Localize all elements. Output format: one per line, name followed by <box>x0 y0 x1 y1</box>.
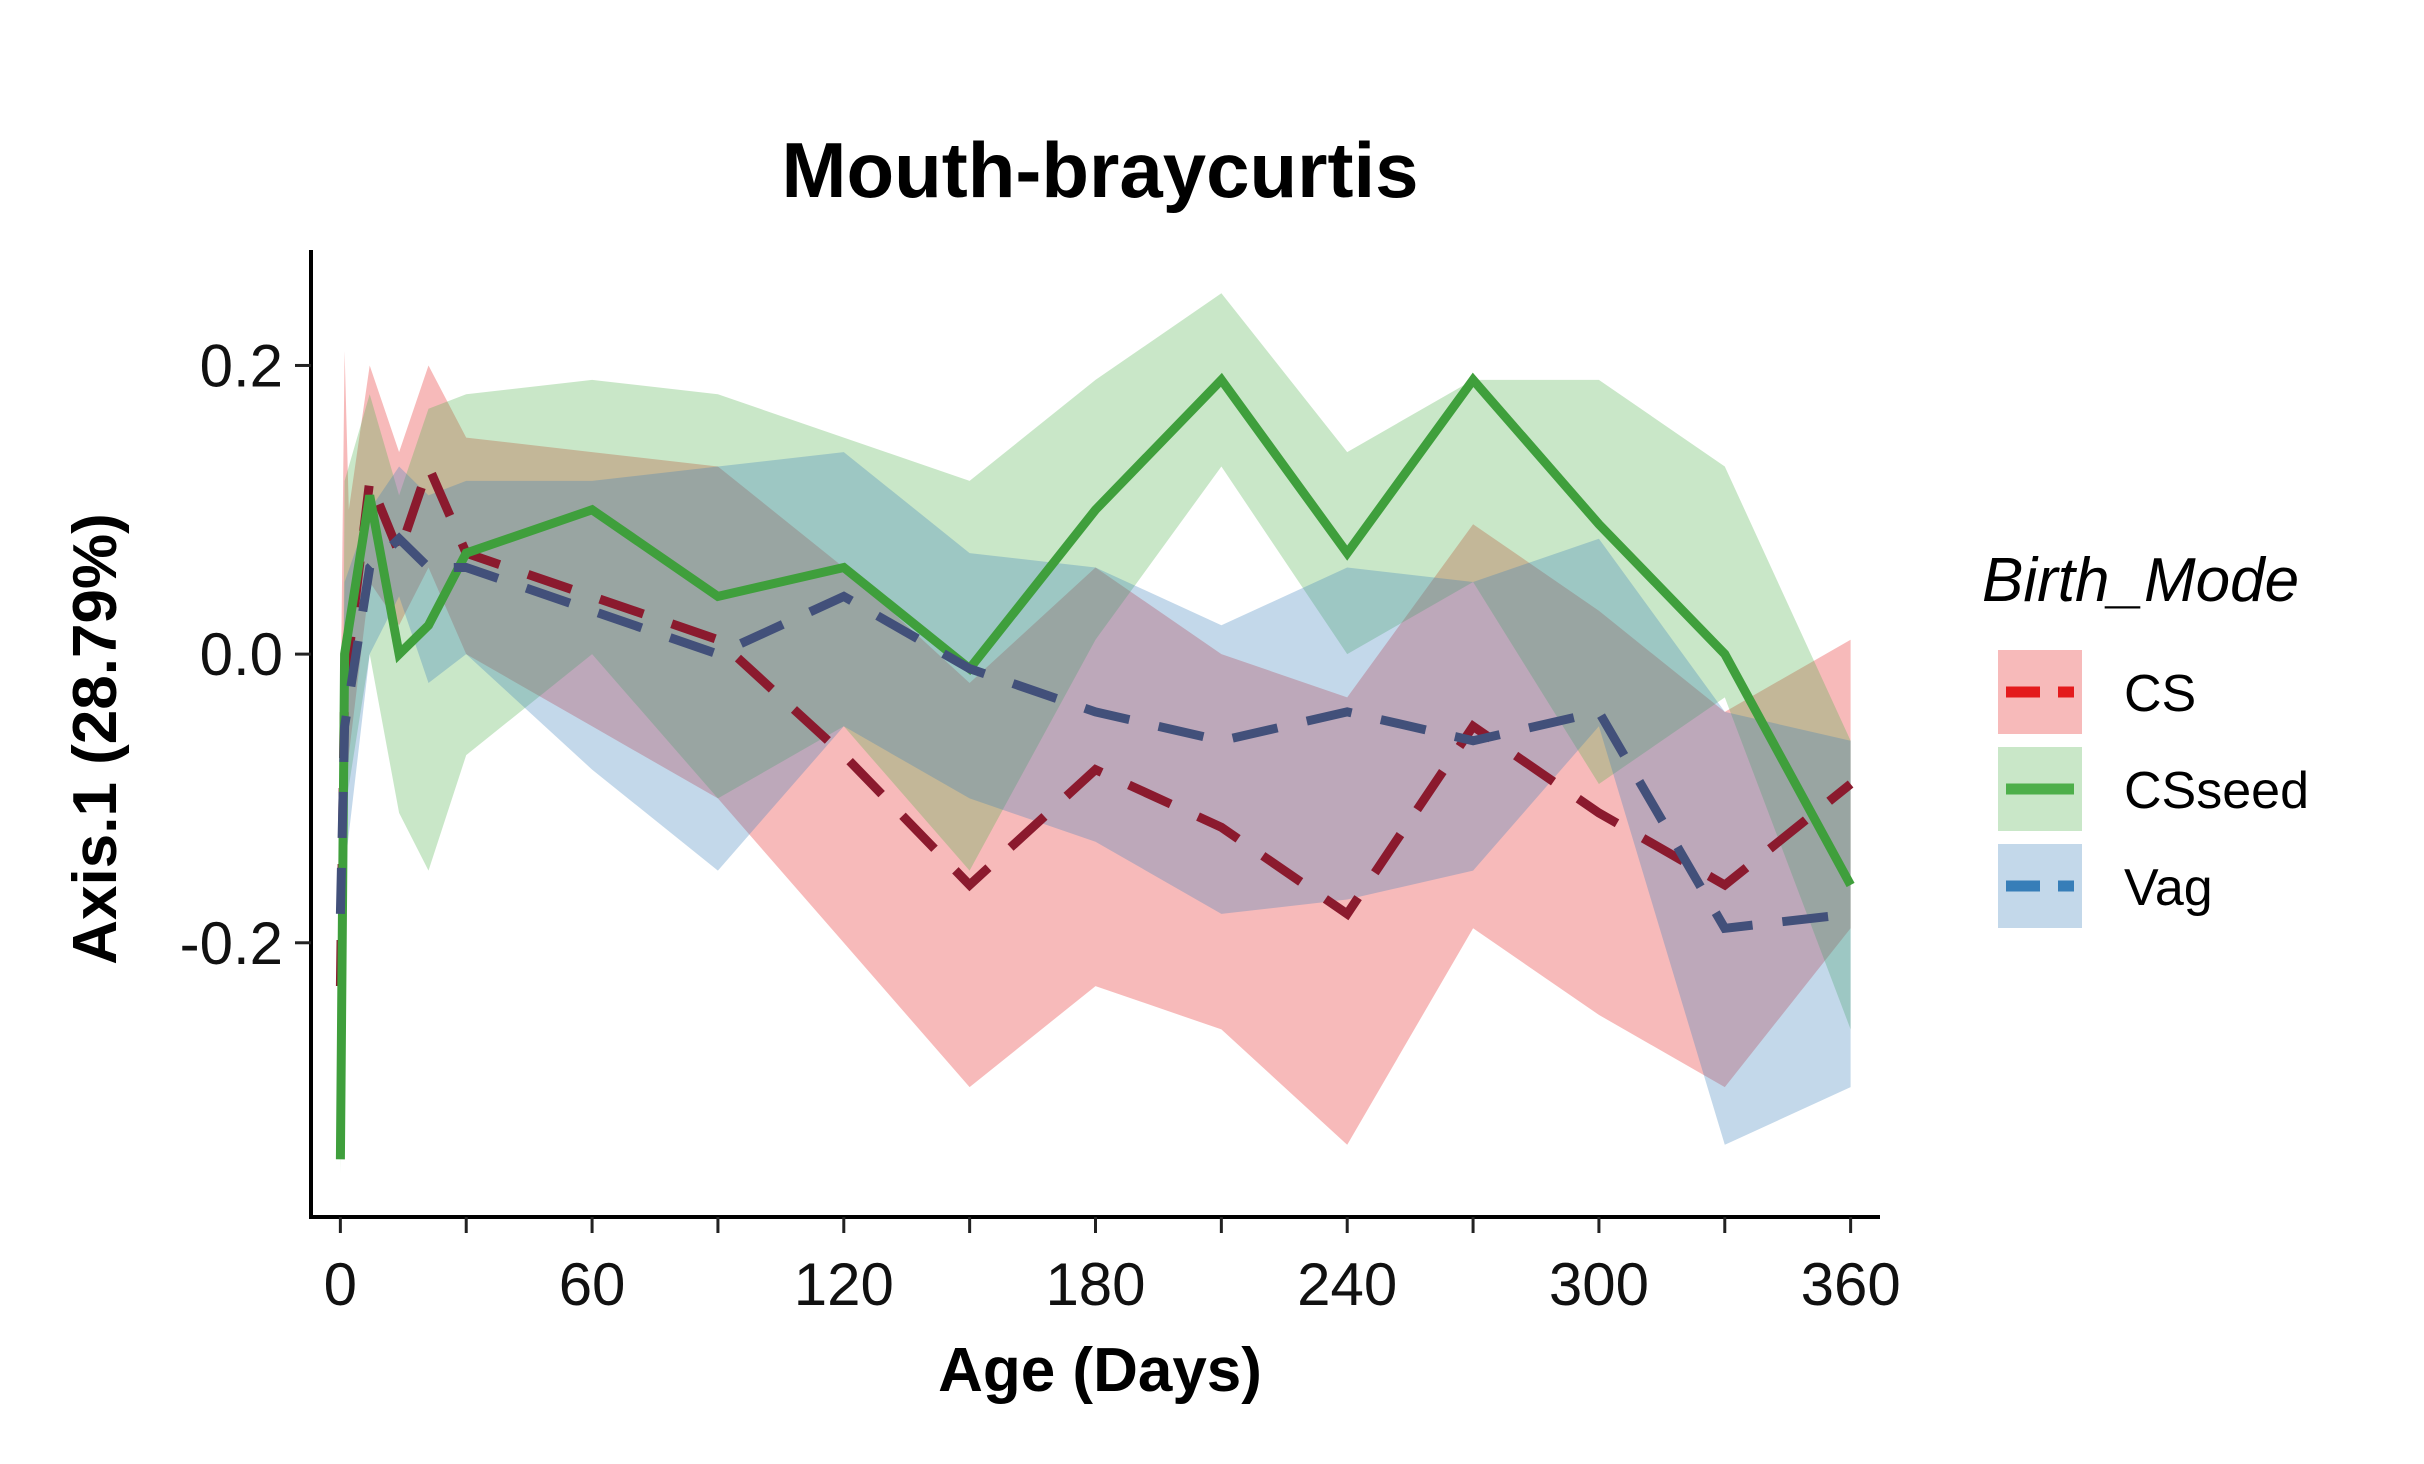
legend-item-vag: Vag <box>1998 844 2213 928</box>
legend-item-csseed: CSseed <box>1998 747 2309 831</box>
legend-label-vag: Vag <box>2124 859 2213 917</box>
x-tick-label: 120 <box>794 1251 894 1318</box>
legend-item-cs: CS <box>1998 650 2196 734</box>
line-csseed <box>335 372 1855 1160</box>
ribbon-csseed <box>340 293 1851 1174</box>
ribbon-vag <box>340 452 1851 1145</box>
legend: Birth_Mode CS CSseed Vag <box>1982 546 2309 928</box>
legend-label-csseed: CSseed <box>2124 762 2309 820</box>
confidence-bands <box>340 293 1851 1174</box>
x-tick-label: 180 <box>1045 1251 1145 1318</box>
x-tick-label: 300 <box>1549 1251 1649 1318</box>
y-axis-title: Axis.1 (28.79%) <box>61 513 130 964</box>
y-tick-label: 0.2 <box>200 332 283 399</box>
x-tick-label: 240 <box>1297 1251 1397 1318</box>
axes: 0 60 120 180 240 300 360 0.2 0.0 -0.2 <box>180 250 1901 1318</box>
x-axis-title: Age (Days) <box>938 1336 1262 1405</box>
x-tick-label: 0 <box>324 1251 357 1318</box>
y-tick-label: -0.2 <box>180 910 283 977</box>
chart-title: Mouth-braycurtis <box>781 126 1418 214</box>
legend-title: Birth_Mode <box>1982 546 2299 615</box>
y-tick-label: 0.0 <box>200 621 283 688</box>
ribbon-cs <box>340 351 1851 1145</box>
line-vag <box>335 532 1852 934</box>
legend-label-cs: CS <box>2124 665 2196 723</box>
x-tick-label: 360 <box>1801 1251 1901 1318</box>
series-lines <box>335 372 1855 1160</box>
x-tick-label: 60 <box>559 1251 626 1318</box>
